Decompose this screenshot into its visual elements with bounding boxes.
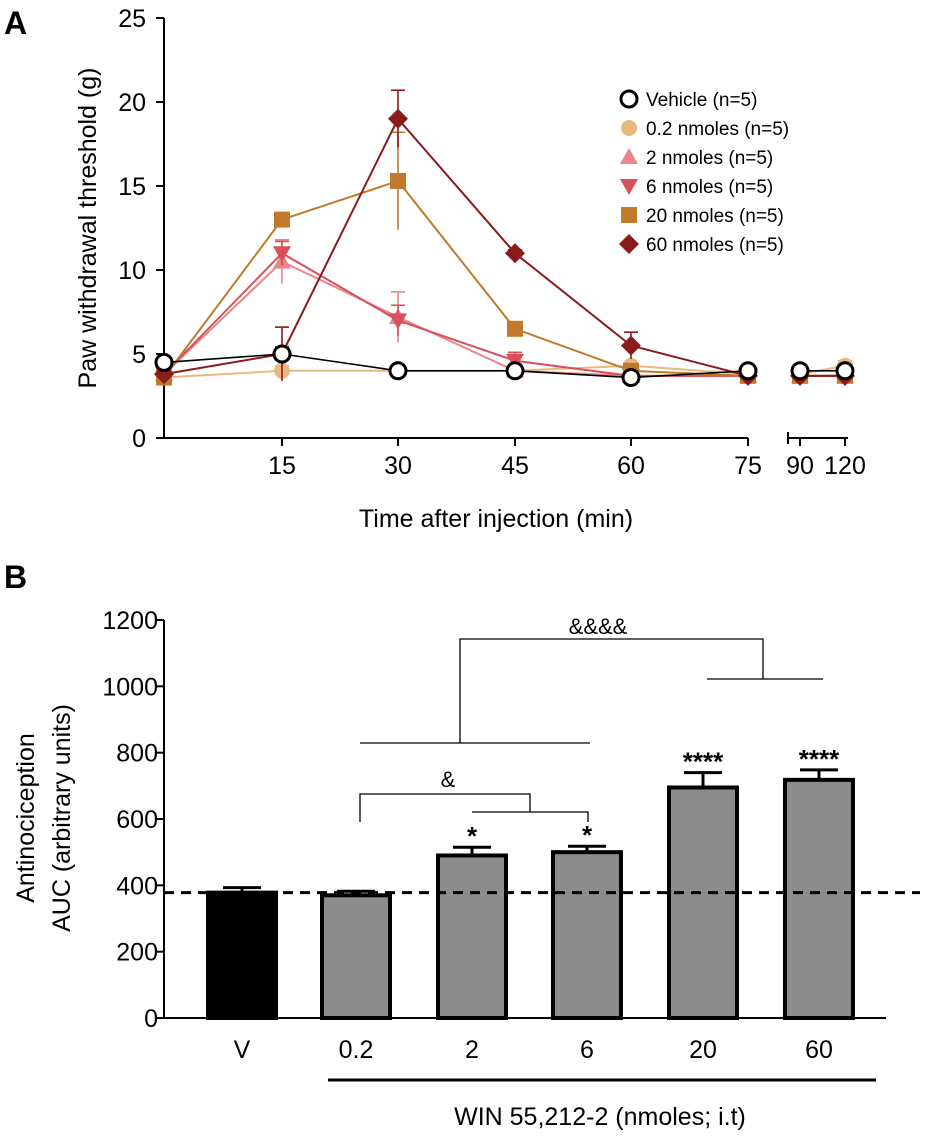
- y-tick-label-b: 1000: [102, 673, 158, 701]
- significance-label: *: [467, 821, 478, 851]
- y-tick-label-b: 600: [116, 806, 158, 834]
- legend-marker-3: [620, 179, 638, 195]
- x-tick-label-b: V: [234, 1036, 251, 1064]
- data-point: [738, 361, 758, 381]
- series-line-4-0: [163, 179, 749, 379]
- series-0: [154, 344, 855, 388]
- legend-label-0: Vehicle (n=5): [646, 90, 757, 111]
- y-axis-label-a: Paw withdrawal threshold (g): [74, 68, 102, 389]
- bar-60: [783, 777, 855, 1021]
- line-chart-panel-a: 0 5 10 15 20 25 15 30 45 60 75 90 120 Paw withdrawa…: [74, 5, 866, 533]
- data-point: [621, 335, 641, 356]
- series-line-0-0: [163, 353, 749, 379]
- bar-20: [667, 785, 739, 1020]
- bar-0.2: [320, 893, 392, 1020]
- legend-label-2: 2 nmoles (n=5): [646, 148, 773, 169]
- data-point: [272, 344, 292, 364]
- y-tick-label-a: 25: [118, 5, 146, 33]
- legend-marker-1: [621, 120, 637, 136]
- legend-label-3: 6 nmoles (n=5): [646, 177, 773, 198]
- x-tick-label-b: 0.2: [339, 1036, 374, 1064]
- y-tick-label-a: 5: [132, 341, 146, 369]
- data-point: [507, 320, 523, 337]
- bar-chart-panel-b: 0 200 400 600 800 1000 1200 Antinociception AU…: [12, 607, 920, 1131]
- data-point: [388, 361, 408, 381]
- legend-marker-5: [619, 234, 639, 254]
- bar-group-1: 0.2: [320, 889, 392, 1064]
- legend-label-4: 20 nmoles (n=5): [646, 206, 784, 227]
- bar-group-3: 6*: [551, 820, 623, 1064]
- group-label: WIN 55,212-2 (nmoles; i.t): [454, 1103, 746, 1131]
- bar-2: [436, 853, 508, 1020]
- data-point: [835, 361, 855, 381]
- y-tick-label-b: 200: [116, 939, 158, 967]
- data-point: [273, 246, 291, 263]
- data-point: [621, 368, 641, 388]
- x-tick-label-a: 45: [501, 452, 529, 480]
- y-tick-label-b: 400: [116, 872, 158, 900]
- y-axis-label-b-line2: AUC (arbitrary units): [48, 704, 76, 932]
- x-tick-label-a: 60: [617, 452, 645, 480]
- bracket-large-label: &&&&: [569, 614, 628, 639]
- data-point: [505, 361, 525, 381]
- x-tick-label-b: 2: [465, 1036, 479, 1064]
- x-tick-label-a: 15: [268, 452, 296, 480]
- x-tick-label-a: 120: [824, 452, 866, 480]
- y-tick-label-a: 10: [118, 257, 146, 285]
- y-tick-label-a: 20: [118, 89, 146, 117]
- bar-group-2: 2*: [436, 821, 508, 1064]
- bar-6: [551, 850, 623, 1021]
- panel-b-letter: B: [4, 559, 27, 595]
- legend-label-5: 60 nmoles (n=5): [646, 235, 784, 256]
- y-tick-label-a: 0: [132, 425, 146, 453]
- legend-marker-4: [621, 207, 637, 223]
- x-tick-label-b: 6: [580, 1036, 594, 1064]
- panel-a-letter: A: [4, 5, 27, 41]
- series-group-a: [154, 89, 855, 388]
- bracket-small-right: [472, 811, 589, 822]
- legend-a: Vehicle (n=5) 0.2 nmoles (n=5) 2 nmoles (n…: [619, 89, 789, 256]
- y-tick-label-a: 15: [118, 173, 146, 201]
- series-line-5-0: [163, 117, 749, 377]
- x-ticks-a: 15 30 45 60 75 90 120: [268, 432, 866, 480]
- series-line-3-0: [163, 251, 748, 377]
- data-point: [505, 243, 525, 264]
- legend-label-1: 0.2 nmoles (n=5): [646, 119, 789, 140]
- x-tick-label-a: 90: [786, 452, 814, 480]
- bar-group-4: 20 ****: [667, 747, 739, 1064]
- x-tick-label-a: 75: [734, 452, 762, 480]
- bracket-small-left: [359, 793, 531, 822]
- series-4: [156, 131, 853, 386]
- data-point: [390, 172, 406, 189]
- y-ticks-b: 0 200 400 600 800 1000 1200: [102, 607, 164, 1033]
- significance-label: ****: [799, 744, 840, 774]
- legend-marker-0: [619, 89, 639, 109]
- data-point: [388, 108, 408, 129]
- bracket-large-top: [459, 638, 764, 743]
- x-tick-label-b: 60: [805, 1036, 833, 1064]
- x-axis-label-a: Time after injection (min): [359, 505, 633, 533]
- y-tick-label-b: 800: [116, 740, 158, 768]
- data-point: [154, 352, 174, 372]
- bar-group-5: 60 ****: [783, 744, 855, 1064]
- y-axis-label-b-line1: Antinociception: [12, 733, 40, 903]
- comparison-brackets: & &&&&: [359, 614, 823, 822]
- significance-label: *: [582, 820, 593, 850]
- significance-label: ****: [683, 747, 724, 777]
- data-point: [790, 361, 810, 381]
- y-ticks-a: 0 5 10 15 20 25: [118, 5, 164, 453]
- data-point: [274, 211, 290, 228]
- bars-group-b: V 0.2 2*6*20****60****: [206, 744, 855, 1064]
- y-tick-label-b: 1200: [102, 607, 158, 635]
- legend-marker-2: [620, 148, 638, 164]
- y-tick-label-b: 0: [144, 1005, 158, 1033]
- bar-group-0: V: [206, 886, 278, 1064]
- bracket-small-label: &: [441, 767, 456, 792]
- data-point: [389, 313, 407, 330]
- x-tick-label-a: 30: [384, 452, 412, 480]
- bar-V: [206, 890, 278, 1021]
- x-tick-label-b: 20: [689, 1036, 717, 1064]
